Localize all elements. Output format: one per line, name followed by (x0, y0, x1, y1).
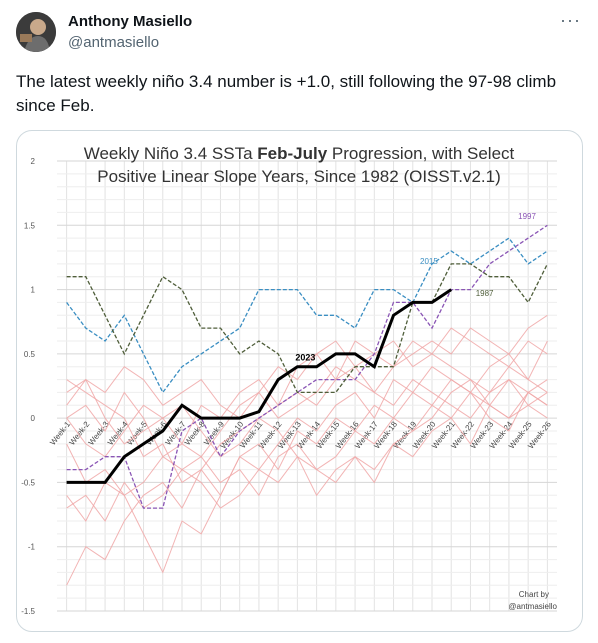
y-axis-ticks: 2 1.5 1 0.5 0 -0.5 -1 -1.5 (21, 157, 35, 616)
chart-credit-line1: Chart by (519, 590, 549, 599)
series-line-2015 (66, 237, 548, 394)
background-series-line (66, 378, 548, 484)
y-tick-label: -0.5 (21, 478, 35, 487)
series-label-1987: 1987 (476, 289, 494, 298)
chart-credit-line2: @antmasiello (508, 602, 557, 611)
more-icon[interactable]: ··· (560, 10, 581, 30)
y-tick-label: 1.5 (24, 221, 36, 230)
series-labels: 2023 2015 1997 1987 (295, 212, 536, 362)
chart-title-line2: Positive Linear Slope Years, Since 1982 … (97, 167, 501, 186)
y-tick-label: -1 (28, 543, 36, 552)
tweet-media[interactable]: 2 1.5 1 0.5 0 -0.5 -1 -1.5 Week-1 Week-2 Week-3 We… (16, 130, 583, 632)
background-series-line (66, 378, 548, 522)
background-series-line (66, 366, 548, 458)
chart: 21.510.50-0.5-1-1.5 Week-1Week-2Week-3We… (21, 144, 557, 616)
y-tick-label: 1 (31, 286, 36, 295)
background-series-line (66, 379, 548, 509)
series-label-1997: 1997 (518, 212, 536, 221)
series-label-2015: 2015 (420, 257, 438, 266)
author-name[interactable]: Anthony Masiello (68, 13, 193, 30)
y-tick-label: 0 (31, 414, 36, 423)
background-series-line (66, 378, 548, 586)
chart-title-line1: Weekly Niño 3.4 SSTa Feb-July Progressio… (84, 144, 515, 163)
y-tick-label: 2 (31, 157, 36, 166)
series-line-1987 (66, 263, 548, 394)
background-series-line (66, 327, 548, 419)
background-series-line (66, 340, 548, 458)
tweet-text: The latest weekly niño 3.4 number is +1.… (16, 72, 557, 115)
series-label-2023: 2023 (295, 352, 315, 362)
avatar-photo (16, 12, 56, 52)
y-tick-label: -1.5 (21, 607, 35, 616)
series-line-2023 (66, 288, 453, 484)
y-tick-label: 0.5 (24, 350, 36, 359)
avatar[interactable] (16, 12, 56, 52)
highlighted-series (66, 224, 548, 509)
chart-grid (57, 160, 557, 612)
author-handle[interactable]: @antmasiello (68, 34, 160, 51)
series-line-1997 (66, 224, 548, 509)
